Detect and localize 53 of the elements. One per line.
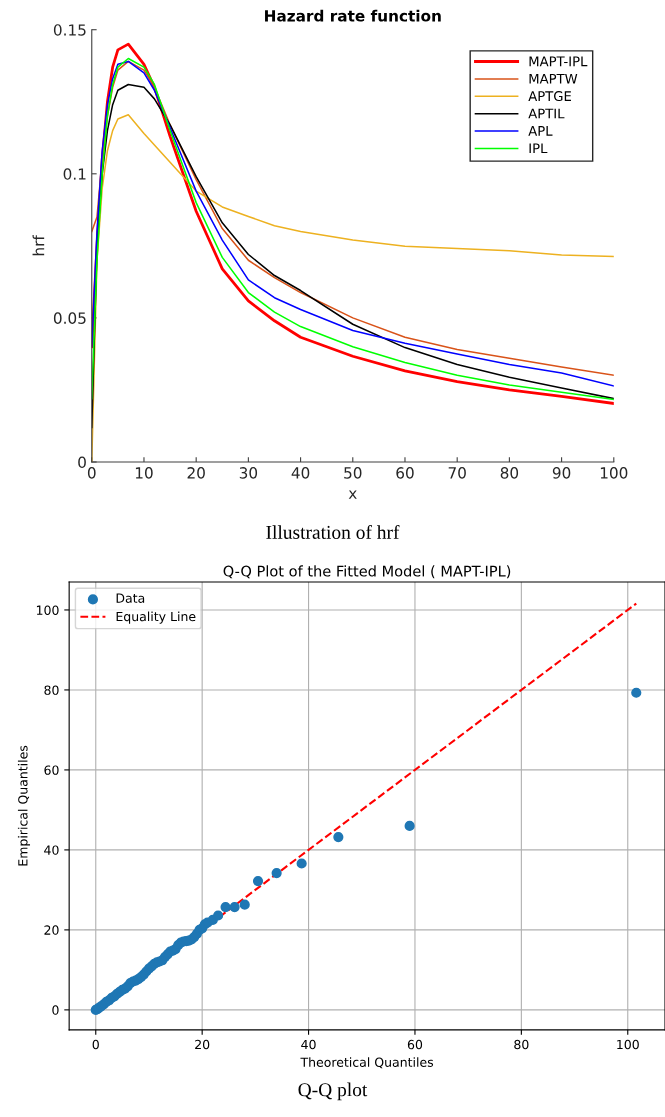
x-tick-label: 80 bbox=[514, 1039, 529, 1050]
legend-label: APTIL bbox=[528, 108, 565, 119]
y-tick-label: 40 bbox=[44, 845, 59, 855]
point bbox=[271, 868, 282, 879]
x-axis-title: Theoretical Quantiles bbox=[300, 1057, 434, 1069]
x-tick-label: 10 bbox=[135, 467, 153, 479]
x-tick-label: 0 bbox=[92, 1039, 99, 1050]
legend-label: Equality Line bbox=[116, 611, 196, 624]
x-tick-label: 90 bbox=[552, 467, 571, 479]
y-tick-label: 0.05 bbox=[53, 312, 86, 324]
point bbox=[631, 687, 642, 698]
x-tick-label: 40 bbox=[291, 467, 310, 479]
x-tick-label: 40 bbox=[301, 1039, 316, 1050]
y-axis-title: Empirical Quantiles bbox=[17, 745, 31, 866]
x-tick-label: 20 bbox=[187, 467, 205, 479]
point bbox=[220, 902, 231, 913]
legend-label: IPL bbox=[529, 143, 548, 154]
y-tick-label: 0.1 bbox=[63, 168, 86, 180]
legend-label: APL bbox=[528, 126, 553, 136]
x-tick-label: 100 bbox=[600, 467, 628, 479]
text: Q-Q plot bbox=[298, 1082, 368, 1101]
point bbox=[333, 832, 344, 843]
legend-label: MAPTW bbox=[529, 73, 578, 84]
x-tick-label: 30 bbox=[239, 467, 258, 479]
x-tick-label: 100 bbox=[617, 1039, 639, 1050]
legend-label: MAPT-IPL bbox=[529, 56, 588, 67]
point bbox=[404, 820, 415, 831]
x-tick-label: 60 bbox=[396, 467, 414, 479]
x-tick-label: 70 bbox=[448, 467, 466, 479]
point bbox=[229, 902, 240, 913]
legend-label: Data bbox=[116, 593, 145, 603]
y-tick-label: 0.15 bbox=[53, 24, 86, 36]
x-tick-label: 80 bbox=[500, 467, 519, 479]
y-tick-label: 0 bbox=[52, 1005, 59, 1015]
point bbox=[252, 876, 264, 887]
x-axis-title: x bbox=[348, 490, 357, 499]
point bbox=[213, 910, 224, 921]
x-tick-label: 0 bbox=[87, 467, 96, 479]
x-tick-label: 60 bbox=[407, 1039, 423, 1050]
x-tick-label: 20 bbox=[195, 1039, 210, 1050]
chart-title: Q-Q Plot of the Fitted Model ( MAPT-IPL) bbox=[223, 565, 511, 579]
x-tick-label: 50 bbox=[344, 467, 362, 479]
legend-label: APTGE bbox=[528, 91, 571, 102]
y-tick-label: 20 bbox=[44, 925, 59, 935]
y-tick-label: 60 bbox=[44, 765, 59, 775]
point bbox=[239, 899, 250, 910]
text: Illustration of hrf bbox=[266, 525, 400, 539]
y-tick-label: 80 bbox=[44, 685, 59, 695]
chart-title: Hazard rate function bbox=[265, 9, 441, 22]
y-axis-title: hrf bbox=[32, 234, 45, 256]
y-tick-label: 0 bbox=[78, 456, 86, 469]
point bbox=[296, 858, 307, 869]
y-tick-label: 100 bbox=[36, 605, 59, 615]
